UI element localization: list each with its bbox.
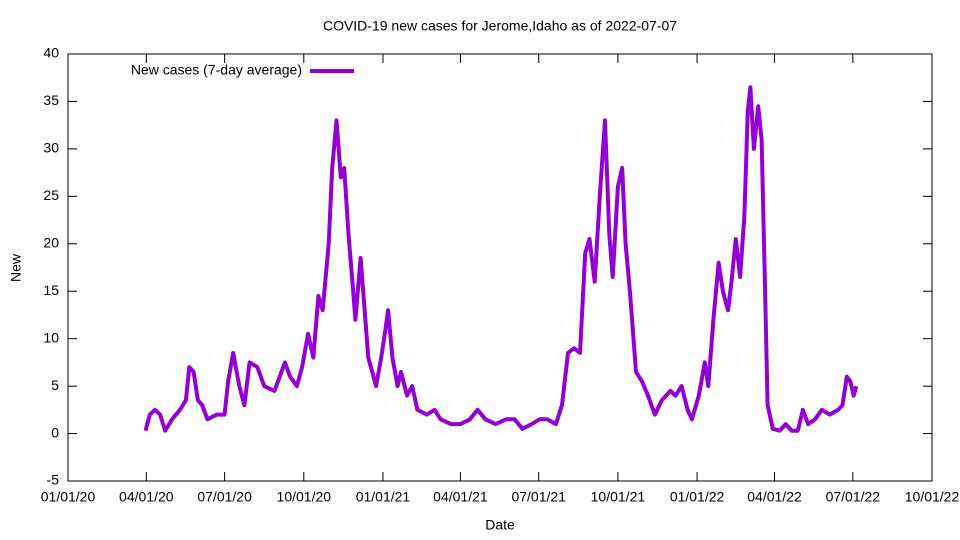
y-tick-label: 25 bbox=[43, 187, 59, 203]
x-tick-label: 04/01/21 bbox=[433, 489, 488, 505]
x-tick-label: 04/01/20 bbox=[119, 489, 174, 505]
y-tick-label: 5 bbox=[51, 377, 59, 393]
chart-title: COVID-19 new cases for Jerome,Idaho as o… bbox=[323, 18, 677, 34]
x-tick-label: 01/01/20 bbox=[41, 489, 96, 505]
y-tick-label: -5 bbox=[47, 472, 60, 488]
x-tick-label: 07/01/22 bbox=[826, 489, 881, 505]
x-tick-label: 07/01/20 bbox=[197, 489, 252, 505]
y-tick-label: 40 bbox=[43, 45, 59, 61]
plot-frame bbox=[67, 53, 933, 482]
x-axis-label: Date bbox=[485, 517, 515, 533]
y-tick-label: 15 bbox=[43, 282, 59, 298]
x-tick-label: 07/01/21 bbox=[511, 489, 566, 505]
series-line bbox=[143, 85, 859, 433]
legend-label: New cases (7-day average) bbox=[131, 62, 302, 78]
x-tick-label: 01/01/22 bbox=[670, 489, 725, 505]
y-axis-label: New bbox=[8, 253, 24, 282]
y-tick-label: 35 bbox=[43, 92, 59, 108]
x-tick-label: 10/01/21 bbox=[591, 489, 646, 505]
y-tick-label: 0 bbox=[51, 424, 59, 440]
y-tick-label: 30 bbox=[43, 140, 59, 156]
x-tick-label: 01/01/21 bbox=[356, 489, 411, 505]
y-tick-label: 20 bbox=[43, 234, 59, 250]
x-tick-label: 10/01/20 bbox=[277, 489, 332, 505]
x-tick-label: 10/01/22 bbox=[905, 489, 960, 505]
y-tick-label: 10 bbox=[43, 329, 59, 345]
x-tick-label: 04/01/22 bbox=[747, 489, 802, 505]
